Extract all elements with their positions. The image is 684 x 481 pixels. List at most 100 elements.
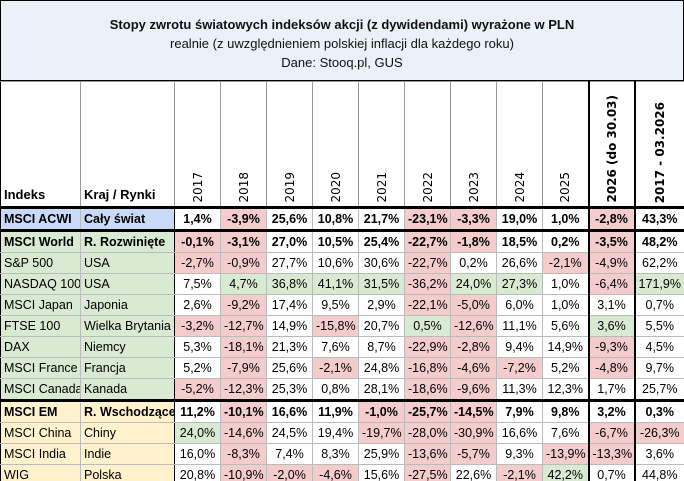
return-cell: 8,3% [312,443,359,465]
return-cell: 0,3% [634,400,684,423]
return-cell: -10,1% [220,400,267,423]
return-cell: 24,0% [450,273,497,295]
return-cell: -9,3% [587,336,636,358]
header-year-label: 2023 [466,172,481,203]
table-row: NASDAQ 100 USA 7,5% 4,7% 36,8% 41,1% 31,5% -36,… [0,273,684,295]
table-row: MSCI China Chiny 24,0% -14,6% 24,5% 19,4% -19,… [0,422,684,444]
return-cell: 5,5% [634,315,684,337]
header-year: 2026 (do 30.03) [587,81,636,209]
return-cell: -9,6% [450,378,497,402]
return-cell: 10,6% [312,252,359,274]
return-cell: 9,4% [496,336,543,358]
region-name: Chiny [80,422,175,444]
title-source: Dane: Stooq.pl, GUS [281,55,403,70]
return-cell: 0,7% [634,294,684,316]
return-cell: 1,0% [542,294,589,316]
region-name: R. Wschodzące [80,400,175,423]
return-cell: 3,6% [587,315,636,337]
return-cell: -25,7% [404,400,451,423]
index-name: FTSE 100 [0,315,81,337]
return-cell: 9,3% [496,443,543,465]
return-cell: 7,6% [542,422,589,444]
return-cell: -9,2% [220,294,267,316]
return-cell: 16,6% [266,400,313,423]
return-cell: 0,7% [587,464,636,481]
header-year: 2022 [404,81,451,209]
return-cell: 31,5% [358,273,405,295]
table-row: S&P 500 USA -2,7% -0,9% 27,7% 10,6% 30,6% -22,7… [0,252,684,274]
title-main: Stopy zwrotu światowych indeksów akcji (… [109,17,575,32]
return-cell: 24,8% [358,357,405,379]
return-cell: 16,6% [496,422,543,444]
return-cell: 18,5% [496,230,543,253]
return-cell: 27,0% [266,230,313,253]
header-year: 2021 [358,81,405,209]
index-name: MSCI ACWI [0,207,81,232]
return-cell: 3,1% [587,294,636,316]
return-cell: -13,3% [587,443,636,465]
header-year: 2024 [496,81,543,209]
table-body: MSCI ACWI Cały świat 1,4% -3,9% 25,6% 10,8% 21… [0,207,684,481]
index-name: MSCI Japan [0,294,81,316]
table-row: MSCI India Indie 16,0% -8,3% 7,4% 8,3% 25,9% -1… [0,443,684,465]
return-cell: 25,3% [266,378,313,402]
return-cell: 48,2% [634,230,684,253]
index-name: WIG [0,464,81,481]
return-cell: -16,8% [404,357,451,379]
return-cell: 4,5% [634,336,684,358]
header-year: 2017 - 03.2026 [634,81,684,209]
header-year-label: 2017 [190,172,205,203]
title-block: Stopy zwrotu światowych indeksów akcji (… [0,0,684,81]
return-cell: -5,2% [174,378,221,402]
return-cell: -2,1% [312,357,359,379]
return-cell: -2,8% [450,336,497,358]
table-row: MSCI EM R. Wschodzące 11,2% -10,1% 16,6% 11,9… [0,400,684,423]
region-name: Niemcy [80,336,175,358]
return-cell: -22,9% [404,336,451,358]
region-name: Cały świat [80,207,175,232]
return-cell: -12,3% [220,378,267,402]
return-cell: 21,3% [266,336,313,358]
return-cell: 7,5% [174,273,221,295]
return-cell: 1,0% [542,207,589,232]
return-cell: -7,9% [220,357,267,379]
table-row: MSCI France Francja 5,2% -7,9% 25,6% -2,1% 24,… [0,357,684,379]
return-cell: 26,6% [496,252,543,274]
header-year-label: 2022 [420,172,435,203]
region-name: Francja [80,357,175,379]
return-cell: 7,6% [312,336,359,358]
index-name: S&P 500 [0,252,81,274]
return-cell: -23,1% [404,207,451,232]
return-cell: 10,8% [312,207,359,232]
return-cell: -14,6% [220,422,267,444]
region-name: USA [80,252,175,274]
return-cell: 25,7% [634,378,684,402]
header-year: 2020 [312,81,359,209]
table-row: MSCI Japan Japonia 2,6% -9,2% 17,4% 9,5% 2,9% -… [0,294,684,316]
return-cell: 7,9% [496,400,543,423]
return-cell: -4,9% [587,252,636,274]
return-cell: -1,0% [358,400,405,423]
return-cell: 12,3% [542,378,589,402]
return-cell: 11,2% [174,400,221,423]
return-cell: -4,6% [312,464,359,481]
return-cell: -3,2% [174,315,221,337]
return-cell: 3,2% [587,400,636,423]
header-year-label: 2020 [328,172,343,203]
index-name: DAX [0,336,81,358]
table-row: DAX Niemcy 5,3% -18,1% 21,3% 7,6% 8,7% -22,9% -2… [0,336,684,358]
table-row: FTSE 100 Wielka Brytania -3,2% -12,7% 14,9% -… [0,315,684,337]
return-cell: 42,2% [542,464,589,481]
title-subtitle: realnie (z uwzględnieniem polskiej infla… [170,36,514,51]
header-year-label: 2017 - 03.2026 [652,101,667,203]
return-cell: 25,4% [358,230,405,253]
return-cell: -30,9% [450,422,497,444]
table-row: MSCI ACWI Cały świat 1,4% -3,9% 25,6% 10,8% 21… [0,207,684,232]
return-cell: 3,6% [634,443,684,465]
return-cell: 5,6% [542,315,589,337]
return-cell: -14,5% [450,400,497,423]
return-cell: 0,2% [450,252,497,274]
return-cell: -4,6% [450,357,497,379]
return-cell: 62,2% [634,252,684,274]
